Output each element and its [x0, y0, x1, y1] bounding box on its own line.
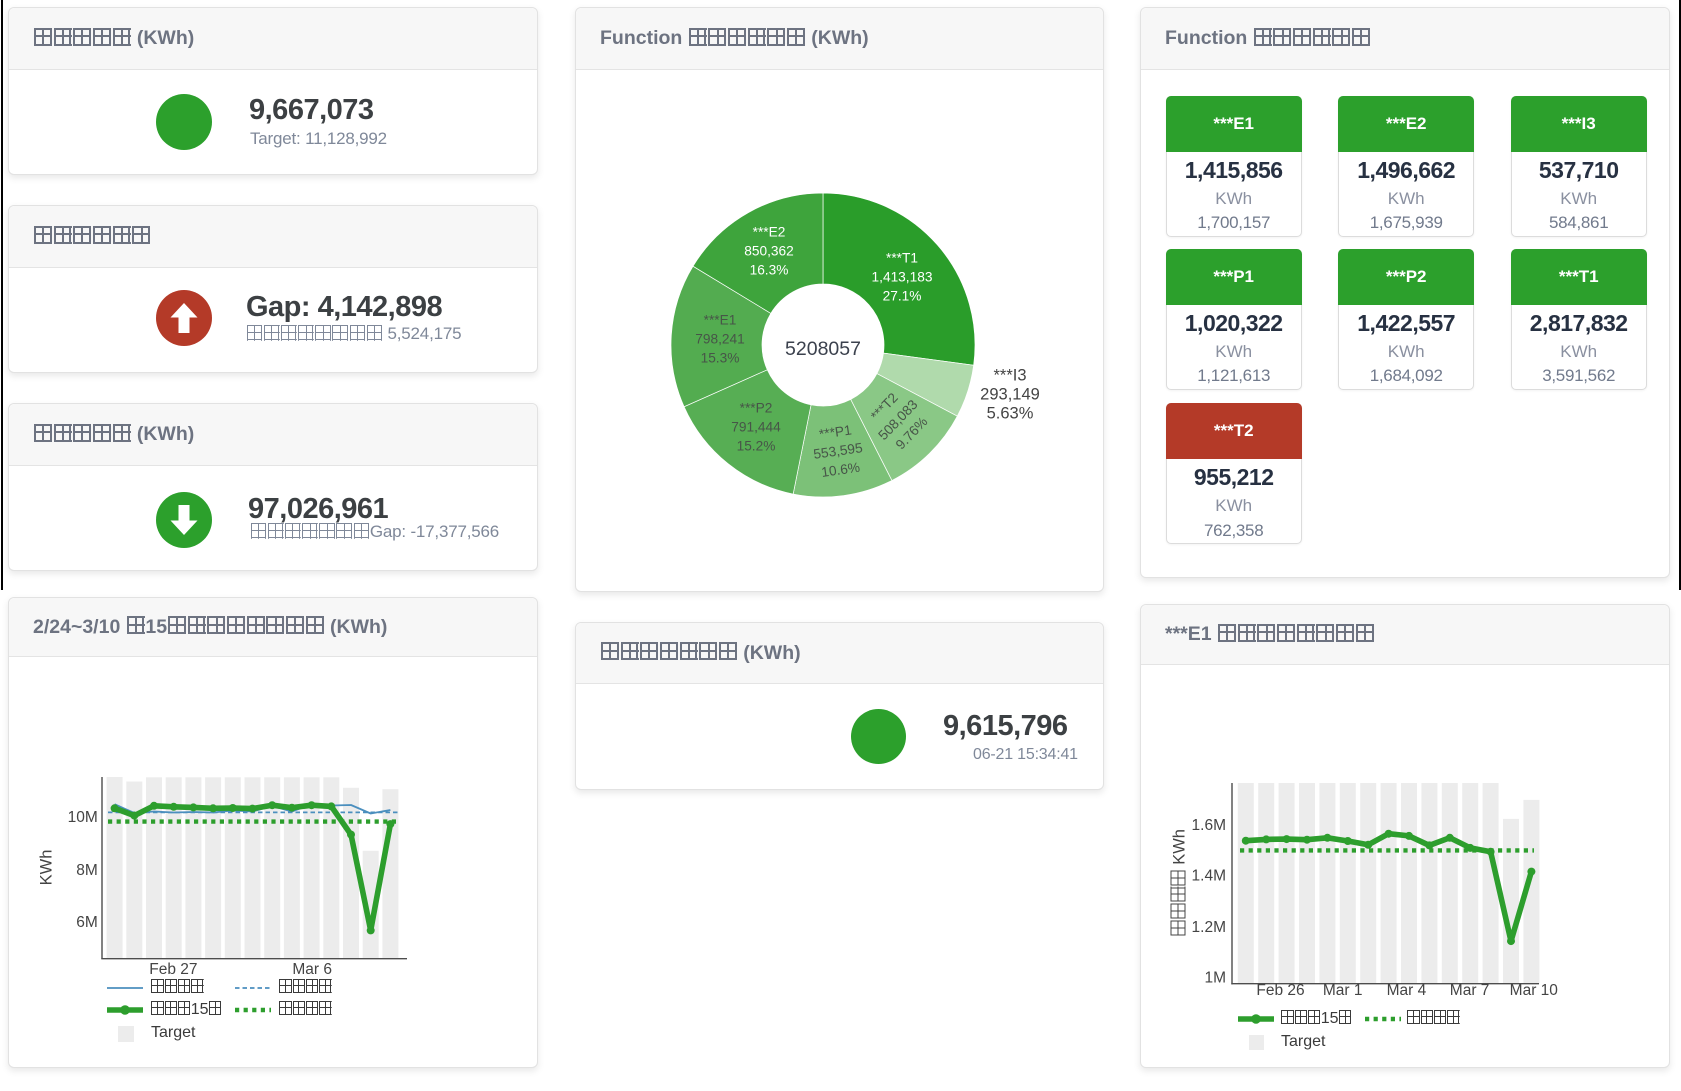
- svg-text:Mar 1: Mar 1: [1323, 982, 1363, 999]
- svg-text:Mar 4: Mar 4: [1387, 982, 1427, 999]
- svg-text:Mar 7: Mar 7: [1450, 982, 1490, 999]
- svg-text:1M: 1M: [1204, 969, 1226, 986]
- svg-text:8M: 8M: [76, 862, 98, 879]
- svg-text:1.2M: 1.2M: [1192, 919, 1226, 936]
- svg-text:10M: 10M: [68, 809, 98, 826]
- svg-text:Feb 26: Feb 26: [1256, 982, 1304, 999]
- svg-text:Feb 27: Feb 27: [149, 961, 197, 978]
- svg-text:1.4M: 1.4M: [1192, 867, 1226, 884]
- svg-text:6M: 6M: [76, 914, 98, 931]
- svg-text:1.6M: 1.6M: [1192, 817, 1226, 834]
- svg-text:Mar 10: Mar 10: [1510, 982, 1559, 999]
- svg-text:Mar 6: Mar 6: [292, 961, 332, 978]
